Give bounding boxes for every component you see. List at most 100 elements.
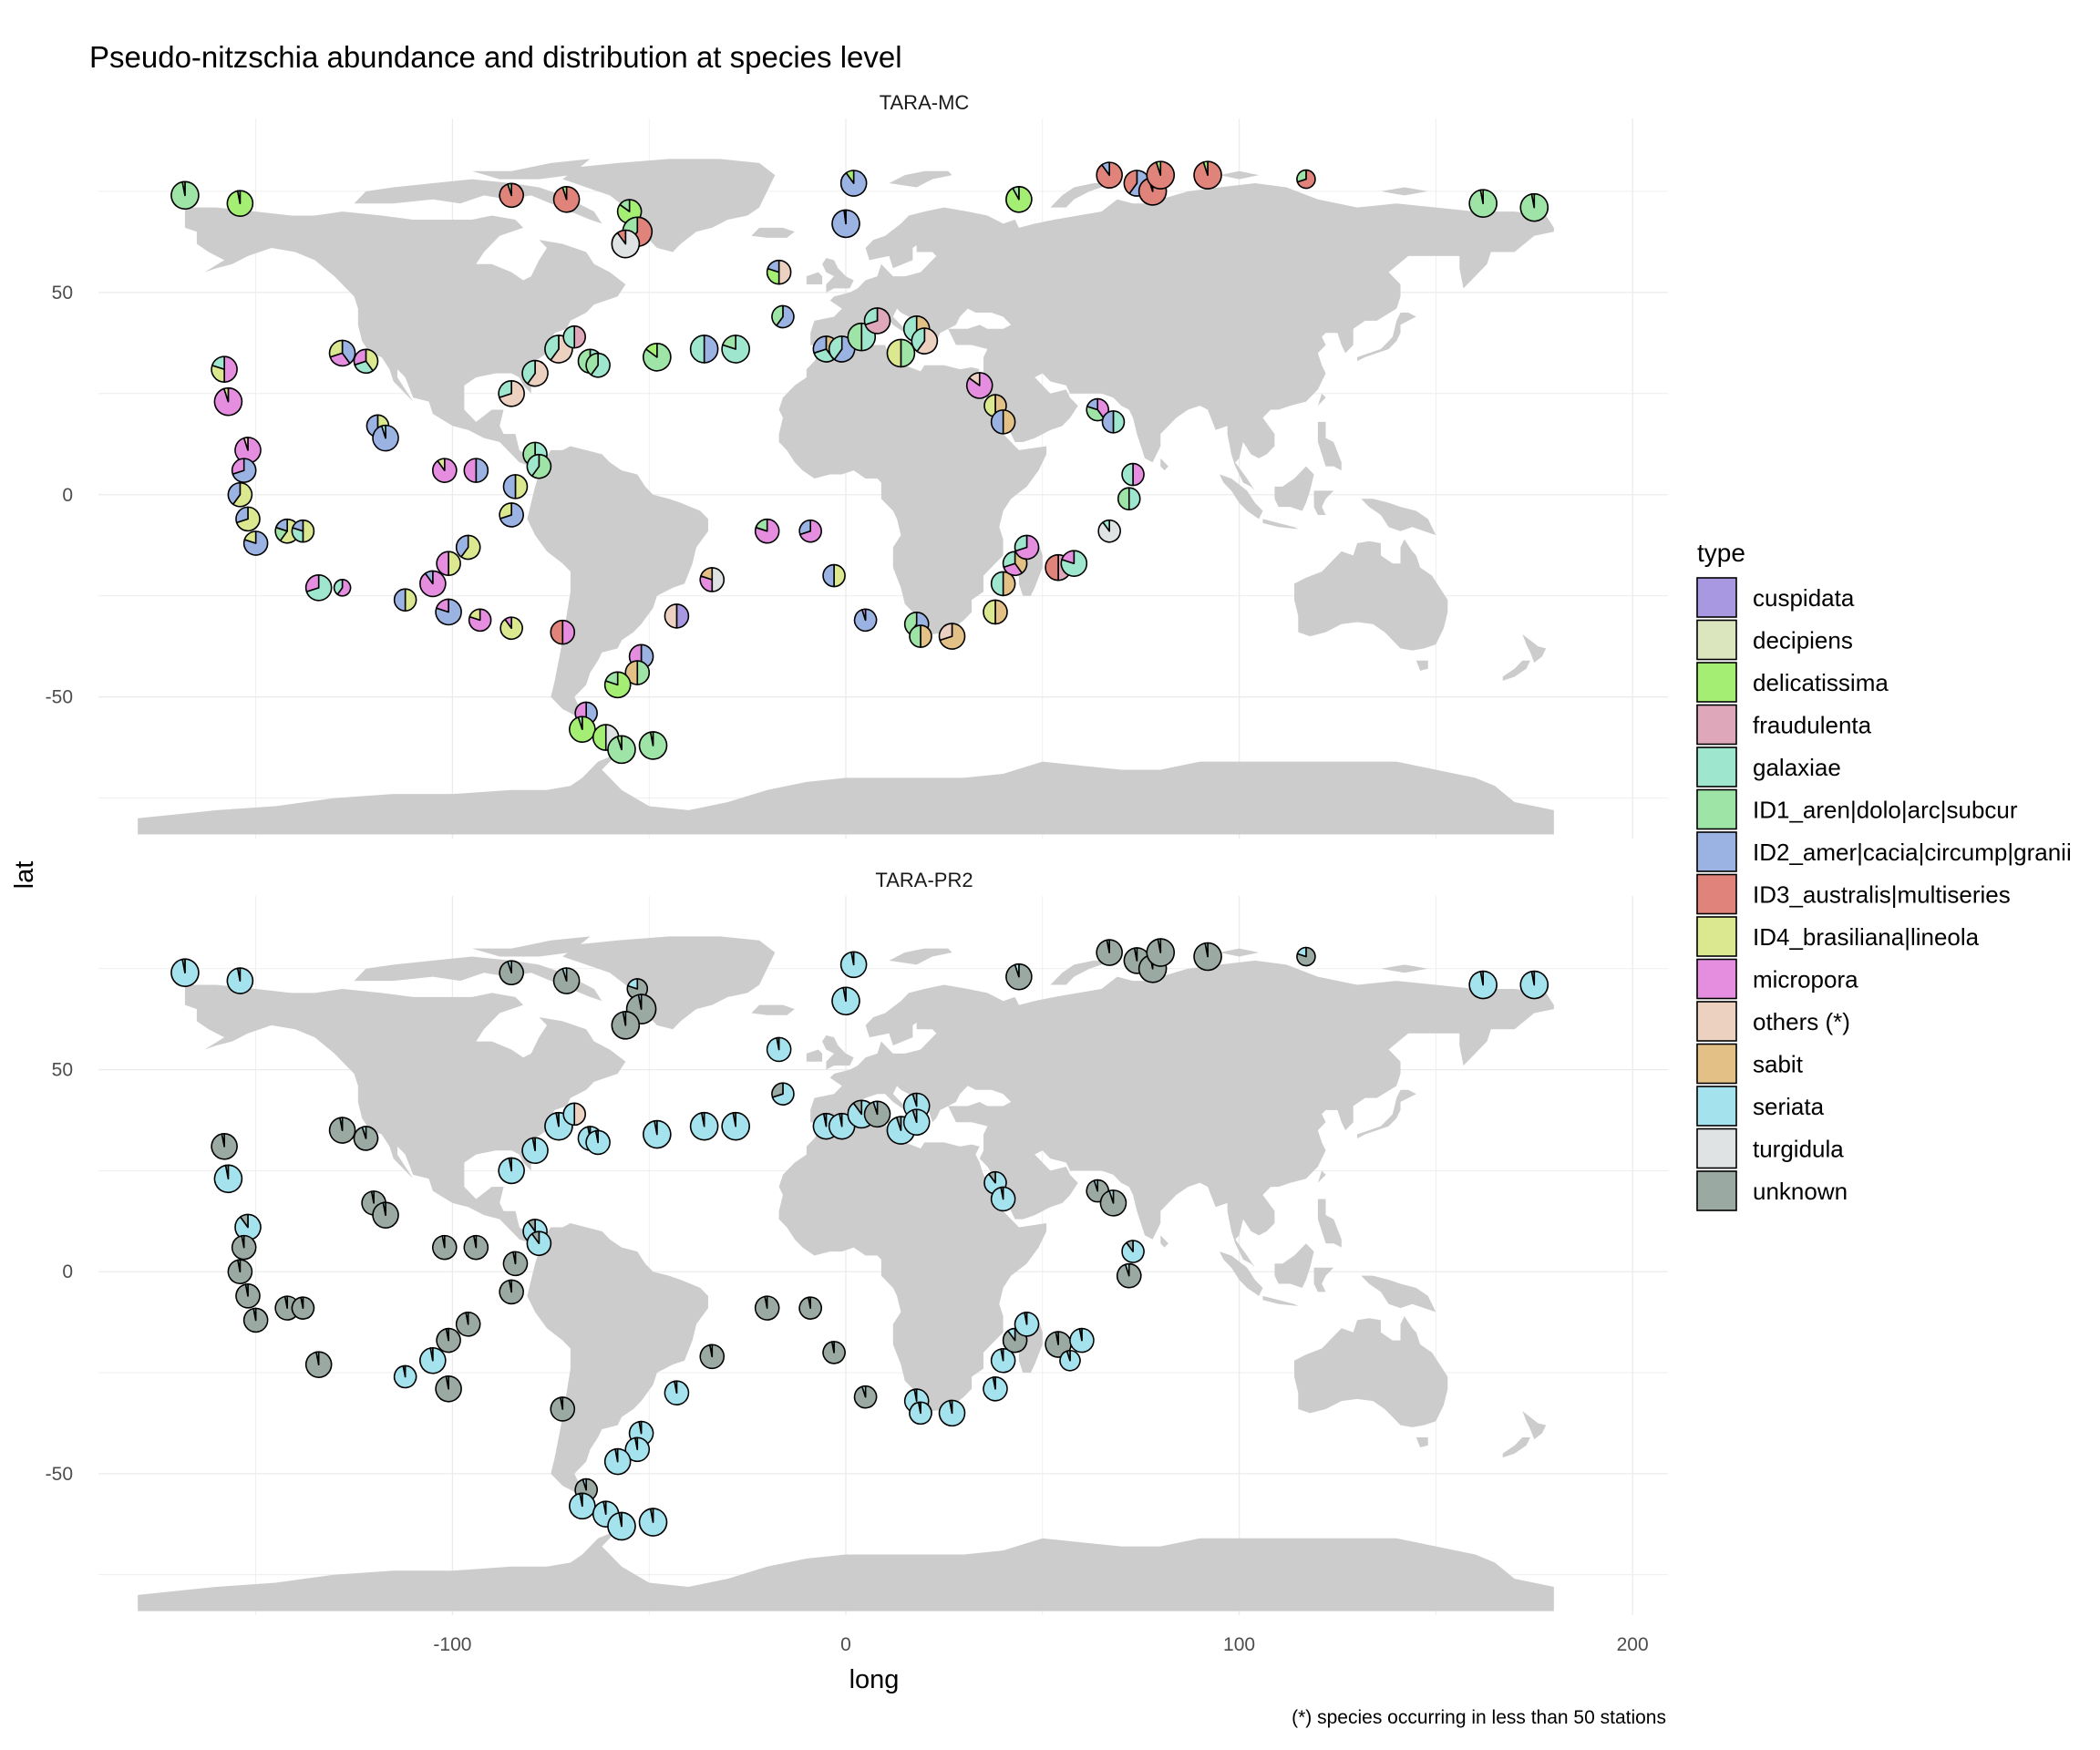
pie-slice bbox=[502, 474, 517, 499]
station-pie bbox=[585, 1129, 611, 1156]
pie-slice bbox=[243, 530, 257, 544]
station-pie bbox=[1014, 1312, 1040, 1337]
pie-slice bbox=[1296, 169, 1307, 183]
pie-slice bbox=[530, 1230, 540, 1244]
pie-slice bbox=[239, 1213, 249, 1229]
legend-label: ID1_aren|dolo|arc|subcur bbox=[1753, 797, 2018, 824]
pie-slice bbox=[614, 1447, 619, 1463]
pie-slice bbox=[638, 1420, 643, 1435]
pie-slice bbox=[913, 1388, 918, 1402]
station-pie bbox=[499, 960, 524, 985]
legend-item: decipiens bbox=[1696, 619, 1853, 661]
station-pie bbox=[1468, 189, 1498, 218]
pie-slice bbox=[732, 1111, 736, 1127]
pie-slice bbox=[722, 335, 736, 350]
pie-slice bbox=[839, 1112, 843, 1127]
pie-slice bbox=[304, 574, 320, 592]
pie-slice bbox=[585, 352, 599, 376]
station-pie bbox=[226, 967, 254, 994]
pie-slice bbox=[582, 1477, 587, 1491]
station-pie bbox=[863, 1100, 891, 1128]
pie-slice bbox=[573, 1102, 587, 1127]
station-pie bbox=[853, 608, 878, 633]
pie-slice bbox=[468, 608, 481, 622]
pie-slice bbox=[232, 481, 253, 508]
legend-swatch bbox=[1696, 916, 1737, 957]
pie-slice bbox=[211, 355, 225, 370]
pie-slice bbox=[361, 1126, 367, 1139]
station-pie bbox=[798, 519, 822, 543]
pie-slice bbox=[1061, 550, 1076, 565]
pie-slice bbox=[689, 335, 705, 364]
station-pie bbox=[699, 567, 726, 592]
station-pie bbox=[938, 623, 966, 650]
pie-slice bbox=[767, 259, 780, 273]
pie-slice bbox=[1000, 1186, 1004, 1200]
station-pie bbox=[231, 1234, 257, 1261]
pie-slice bbox=[242, 437, 249, 451]
station-pie bbox=[393, 588, 417, 612]
station-pie bbox=[1519, 192, 1549, 222]
pie-slice bbox=[227, 481, 242, 506]
station-pie bbox=[1146, 160, 1176, 190]
station-pie bbox=[1014, 534, 1040, 561]
legend-swatch bbox=[1696, 873, 1737, 915]
pie-slice bbox=[237, 1259, 242, 1273]
station-pie bbox=[1099, 1189, 1127, 1217]
station-pie bbox=[234, 1213, 262, 1241]
pie-slice bbox=[637, 993, 643, 1010]
pie-slice bbox=[365, 348, 379, 372]
pie-slice bbox=[512, 1251, 517, 1265]
pie-slice bbox=[845, 170, 855, 184]
legend-label: delicatissima bbox=[1753, 669, 1889, 696]
legend-swatch bbox=[1696, 577, 1737, 618]
pie-slice bbox=[822, 563, 835, 588]
station-pie bbox=[1101, 410, 1126, 434]
pie-slice bbox=[429, 1346, 434, 1362]
pie-slice bbox=[828, 335, 843, 361]
pie-slice bbox=[353, 348, 367, 366]
y-tick-label: -50 bbox=[46, 1464, 73, 1485]
y-tick-label: 50 bbox=[52, 283, 73, 304]
pie-slice bbox=[1012, 185, 1020, 201]
pie-slice bbox=[771, 304, 784, 326]
station-pie bbox=[435, 1374, 462, 1403]
x-axis-title: long bbox=[849, 1665, 900, 1694]
pie-slice bbox=[1112, 410, 1126, 434]
pie-slice bbox=[224, 1164, 230, 1180]
station-pie bbox=[431, 458, 458, 483]
station-pie bbox=[170, 180, 200, 211]
pie-slice bbox=[777, 259, 792, 285]
x-tick-label: 100 bbox=[1223, 1634, 1255, 1655]
pie-slice bbox=[634, 1436, 639, 1451]
legend-item: ID4_brasiliana|lineola bbox=[1696, 916, 1980, 957]
panel-strip-label: TARA-PR2 bbox=[875, 869, 973, 891]
pie-slice bbox=[911, 1092, 918, 1107]
pie-slice bbox=[675, 603, 690, 629]
station-pie bbox=[853, 1385, 878, 1409]
station-pie bbox=[291, 519, 315, 543]
legend-label: sabit bbox=[1753, 1051, 1804, 1078]
station-pie bbox=[521, 1137, 549, 1164]
station-pie bbox=[304, 1351, 333, 1378]
station-pie bbox=[798, 1296, 822, 1320]
legend-item: cuspidata bbox=[1696, 577, 1855, 618]
pie-slice bbox=[244, 1283, 249, 1297]
station-pies bbox=[170, 160, 1549, 765]
legend-swatch bbox=[1696, 746, 1737, 788]
pie-slice bbox=[674, 1380, 678, 1395]
legend-label: ID4_brasiliana|lineola bbox=[1753, 923, 1980, 951]
station-pie bbox=[291, 1296, 315, 1320]
pie-slice bbox=[798, 519, 811, 536]
station-pie bbox=[831, 209, 860, 239]
panel-strip-label: TARA-MC bbox=[880, 91, 970, 114]
station-pie bbox=[211, 1133, 238, 1160]
station-pie bbox=[550, 619, 576, 645]
station-pie bbox=[526, 1230, 552, 1256]
pie-slice bbox=[847, 322, 863, 352]
pie-slice bbox=[1101, 410, 1115, 434]
y-tick-label: 0 bbox=[62, 485, 73, 506]
station-pie bbox=[909, 624, 932, 648]
station-pie bbox=[562, 1102, 587, 1127]
pie-slice bbox=[911, 1108, 918, 1124]
